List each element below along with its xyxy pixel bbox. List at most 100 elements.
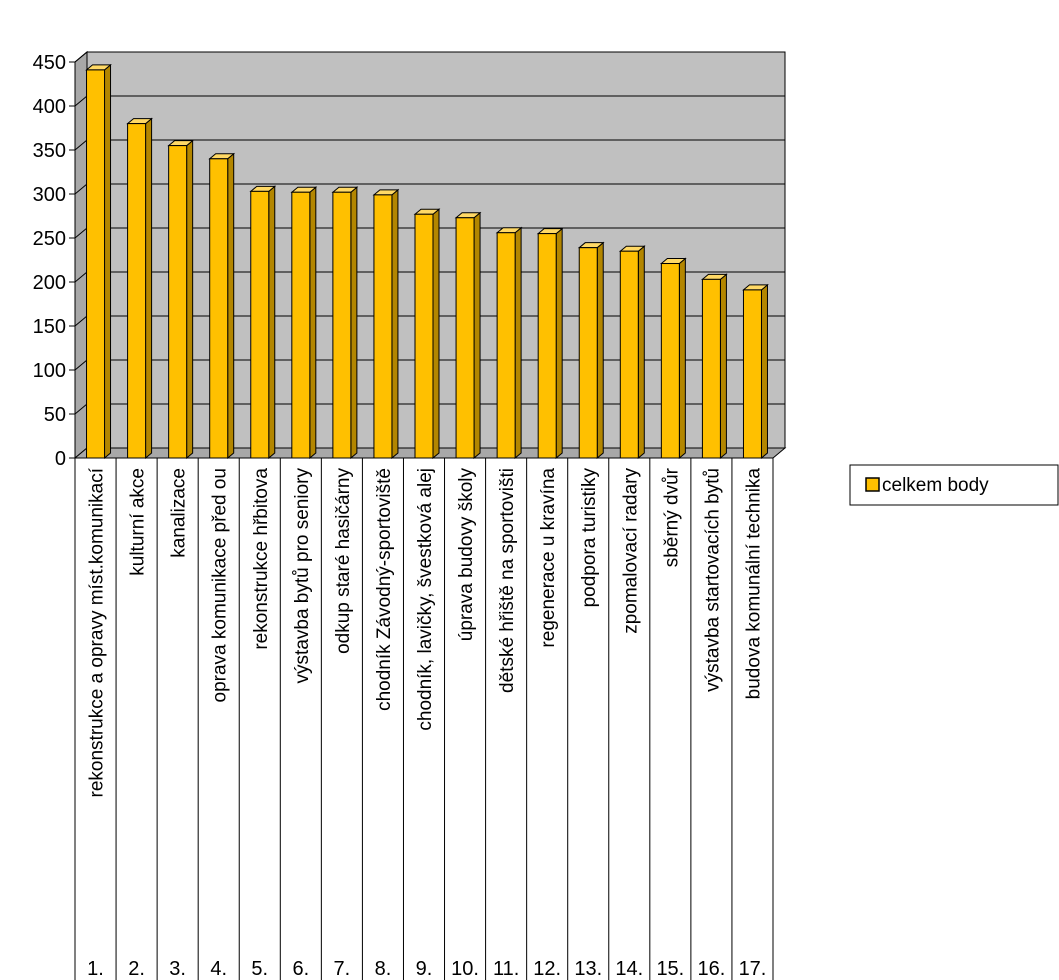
bar-front	[701, 278, 721, 459]
bar-side	[186, 139, 194, 460]
bar-side	[145, 117, 153, 460]
category-number: 13.	[574, 958, 602, 980]
bar-side	[637, 245, 645, 460]
bar	[85, 63, 112, 460]
category-number: 9.	[416, 958, 433, 980]
category-label: kanalizace	[169, 468, 190, 558]
y-tick-label: 250	[33, 228, 66, 250]
bar-side	[432, 208, 440, 460]
bar-side	[227, 152, 235, 460]
category-label: oprava komunikace před ou	[210, 468, 231, 702]
category-number: 3.	[169, 958, 186, 980]
y-tick-label: 100	[33, 360, 66, 382]
bar-front	[660, 263, 680, 459]
bar	[249, 185, 277, 460]
category-label: výstavba bytů pro seniory	[292, 468, 313, 684]
bar-side	[719, 273, 727, 460]
bar-front	[619, 250, 639, 459]
category-number: 15.	[656, 958, 684, 980]
bar	[331, 186, 359, 460]
category-label: rekonstrukce hřbitova	[251, 468, 272, 650]
category-label: sběrný dvůr	[661, 467, 682, 567]
category-number: 5.	[251, 958, 268, 980]
bar	[290, 186, 318, 460]
y-tick-label: 150	[33, 316, 66, 338]
bar-side	[678, 257, 686, 460]
bar	[701, 273, 728, 460]
plot-side-wall	[74, 50, 88, 460]
category-number: 14.	[615, 958, 643, 980]
bar	[208, 152, 236, 460]
category-number: 4.	[210, 958, 227, 980]
bar	[577, 241, 605, 460]
category-number: 12.	[533, 958, 561, 980]
bar-front	[537, 233, 557, 459]
bar-front	[414, 213, 434, 459]
legend-swatch	[865, 477, 880, 492]
y-axis: 0 50 100 150 200 250 300 350 400 450	[33, 52, 76, 470]
bar	[536, 227, 564, 460]
bar	[495, 226, 523, 460]
bar	[454, 211, 482, 460]
bar	[618, 245, 646, 460]
legend: celkem body	[849, 464, 1059, 506]
bar-front	[578, 247, 598, 459]
y-tick-label: 300	[33, 184, 66, 206]
category-label: kulturní akce	[128, 468, 149, 576]
category-number: 11.	[493, 958, 519, 980]
bar-front	[291, 191, 311, 459]
bar-side	[350, 186, 358, 460]
category-label: úprava budovy školy	[456, 468, 477, 642]
bar-front	[86, 69, 106, 459]
category-label: výstavba startovacích bytů	[702, 468, 723, 692]
category-number: 6.	[292, 958, 309, 980]
bar-side	[473, 211, 481, 460]
bar-side	[268, 185, 276, 460]
bar-side	[555, 227, 563, 460]
bar-front	[742, 289, 762, 459]
bar-side	[514, 226, 522, 460]
bar	[413, 208, 441, 460]
bar	[742, 283, 769, 460]
bar-front	[209, 158, 229, 459]
bar-front	[250, 190, 270, 459]
bar	[126, 117, 153, 460]
category-number: 16.	[698, 958, 726, 980]
legend-box	[849, 464, 1059, 506]
category-number: 8.	[375, 958, 392, 980]
bar-front	[332, 191, 352, 459]
bar-front	[455, 217, 475, 459]
category-label: odkup staré hasičárny	[333, 468, 354, 654]
bar	[372, 188, 400, 460]
bar-side	[309, 186, 317, 460]
y-tick-label: 0	[55, 448, 66, 470]
bar-front	[127, 123, 147, 459]
category-label: dětské hřiště na sportovišti	[497, 468, 518, 693]
bar-side	[391, 188, 399, 460]
category-label: zpomalovací radary	[620, 468, 641, 634]
category-label: rekonstrukce a opravy míst.komunikací	[87, 467, 108, 797]
gridline	[74, 51, 785, 63]
bar	[659, 257, 687, 460]
legend-label: celkem body	[882, 475, 989, 496]
y-tick-label: 200	[33, 272, 66, 294]
y-tick-label: 450	[33, 52, 66, 74]
bar-front	[168, 145, 188, 459]
category-label: podpora turistiky	[579, 468, 600, 608]
bar-side	[596, 241, 604, 460]
category-number: 2.	[128, 958, 145, 980]
category-number: 17.	[739, 958, 767, 980]
category-label: chodník Závodný-sportoviště	[374, 468, 395, 711]
bar-front	[373, 194, 393, 459]
category-number: 10.	[451, 958, 479, 980]
category-number: 1.	[87, 958, 104, 980]
category-label: chodník, lavičky, švestková alej	[415, 468, 436, 731]
bar-side	[760, 283, 768, 460]
category-number: 7.	[334, 958, 351, 980]
bar	[167, 139, 195, 460]
y-tick-label: 400	[33, 96, 66, 118]
category-label: regenerace u kravína	[538, 468, 559, 648]
y-tick-label: 50	[44, 404, 66, 426]
y-tick-label: 350	[33, 140, 66, 162]
